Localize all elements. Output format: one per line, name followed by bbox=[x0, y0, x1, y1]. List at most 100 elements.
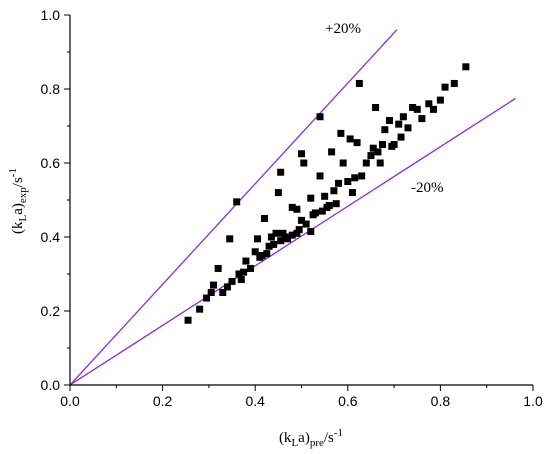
data-point bbox=[203, 294, 211, 302]
data-point bbox=[404, 124, 412, 132]
data-point bbox=[376, 159, 384, 167]
data-point bbox=[450, 79, 458, 87]
data-point bbox=[374, 148, 382, 156]
y-tick-label: 0.2 bbox=[41, 303, 61, 319]
data-point bbox=[279, 229, 287, 237]
minus-20-percent-label: -20% bbox=[411, 180, 444, 196]
data-point bbox=[395, 120, 403, 128]
data-point bbox=[381, 126, 389, 134]
data-point bbox=[316, 172, 324, 180]
data-point bbox=[344, 178, 352, 185]
data-point bbox=[358, 172, 366, 180]
data-point bbox=[251, 248, 259, 256]
data-point bbox=[300, 159, 308, 167]
data-points bbox=[184, 63, 470, 324]
x-tick-label: 0.0 bbox=[60, 393, 80, 409]
data-point bbox=[293, 205, 301, 213]
x-tick-label: 0.4 bbox=[245, 393, 265, 409]
data-point bbox=[307, 194, 315, 202]
data-point bbox=[379, 141, 387, 148]
data-point bbox=[385, 116, 393, 124]
data-point bbox=[277, 237, 285, 245]
data-point bbox=[228, 277, 236, 285]
data-point bbox=[274, 189, 282, 197]
data-point bbox=[272, 229, 280, 237]
data-point bbox=[372, 104, 380, 111]
data-point bbox=[284, 235, 292, 243]
data-point bbox=[418, 115, 426, 123]
data-point bbox=[399, 113, 407, 121]
data-point bbox=[265, 242, 273, 250]
reference-lines bbox=[69, 29, 516, 386]
data-point bbox=[355, 79, 363, 87]
data-point bbox=[219, 289, 227, 296]
data-point bbox=[337, 129, 345, 137]
data-point bbox=[362, 159, 370, 167]
y-tick-label: 0.0 bbox=[41, 377, 61, 393]
y-tick-label: 0.6 bbox=[41, 155, 61, 171]
y-tick-label: 0.8 bbox=[41, 81, 61, 97]
data-point bbox=[330, 187, 338, 195]
data-point bbox=[318, 207, 326, 215]
data-point bbox=[409, 104, 417, 111]
data-point bbox=[270, 240, 278, 248]
data-point bbox=[226, 235, 234, 243]
tick-labels: 0.0 0.2 0.4 0.6 0.8 1.0 0.0 0.2 0.4 0.6 0.8 1.0 bbox=[41, 7, 543, 409]
data-point bbox=[353, 139, 361, 147]
data-point bbox=[367, 152, 375, 160]
data-point bbox=[397, 133, 405, 141]
data-point bbox=[242, 257, 250, 265]
data-point bbox=[260, 215, 268, 222]
axes bbox=[69, 15, 533, 386]
plus-20-percent-line bbox=[69, 29, 398, 386]
data-point bbox=[214, 264, 222, 272]
data-point bbox=[325, 202, 333, 210]
data-point bbox=[210, 281, 218, 289]
data-point bbox=[288, 231, 296, 239]
data-point bbox=[258, 252, 266, 259]
data-point bbox=[263, 250, 271, 258]
data-point bbox=[316, 113, 324, 121]
data-point bbox=[436, 96, 444, 104]
y-axis-title: (kLa)exp/s-1 bbox=[7, 168, 29, 234]
data-point bbox=[298, 216, 305, 224]
data-point bbox=[335, 179, 343, 187]
x-tick-label: 0.2 bbox=[153, 393, 173, 409]
data-point bbox=[267, 233, 275, 241]
data-point bbox=[207, 289, 215, 296]
data-point bbox=[237, 276, 245, 284]
data-point bbox=[339, 159, 347, 167]
data-point bbox=[295, 226, 303, 234]
data-point bbox=[298, 150, 305, 158]
data-point bbox=[235, 270, 243, 278]
y-tick-label: 1.0 bbox=[41, 7, 61, 23]
x-tick-label: 0.6 bbox=[338, 393, 358, 409]
data-point bbox=[247, 264, 255, 272]
data-point bbox=[332, 200, 340, 208]
data-point bbox=[254, 235, 262, 243]
data-point bbox=[307, 227, 315, 235]
data-point bbox=[413, 105, 421, 113]
data-point bbox=[328, 148, 336, 156]
data-point bbox=[441, 83, 449, 91]
data-point bbox=[184, 316, 192, 324]
data-point bbox=[288, 203, 296, 211]
ticks bbox=[64, 14, 534, 391]
data-point bbox=[293, 229, 301, 237]
data-point bbox=[311, 209, 319, 217]
y-tick-label: 0.4 bbox=[41, 229, 61, 245]
data-point bbox=[321, 192, 329, 200]
data-point bbox=[240, 268, 248, 276]
minus-20-percent-line bbox=[69, 97, 516, 386]
data-point bbox=[346, 135, 354, 143]
x-tick-label: 1.0 bbox=[523, 393, 543, 409]
data-point bbox=[351, 174, 359, 182]
data-point bbox=[462, 63, 470, 71]
x-axis-title: (kLa)pre/s-1 bbox=[279, 427, 343, 449]
data-point bbox=[348, 189, 356, 197]
data-point bbox=[429, 105, 437, 113]
data-point bbox=[425, 100, 433, 108]
x-tick-label: 0.8 bbox=[431, 393, 451, 409]
data-point bbox=[233, 198, 241, 206]
